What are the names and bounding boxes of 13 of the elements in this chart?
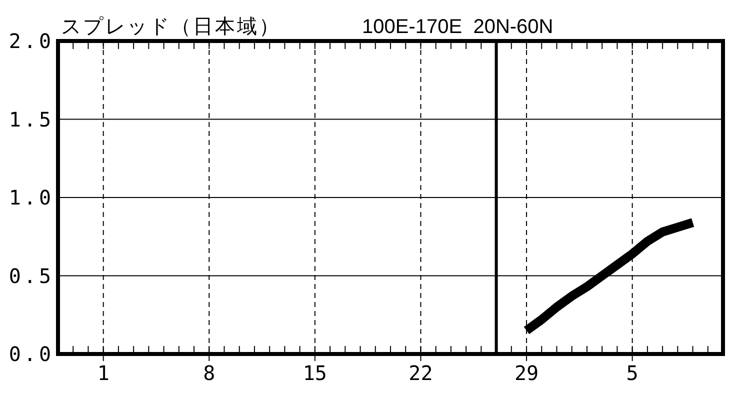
y-tick-label: 2.0 (8, 29, 54, 53)
x-tick-label: 22 (408, 361, 433, 385)
y-tick-label: 1.5 (8, 107, 54, 132)
chart-subtitle: 100E-170E 20N-60N (362, 16, 554, 38)
x-tick-label: 5 (626, 361, 638, 385)
x-tick-label: 1 (97, 361, 110, 385)
y-tick-label: 0.5 (8, 264, 54, 288)
x-tick-label: 8 (203, 361, 216, 385)
chart-title: スプレッド（日本域） (61, 14, 281, 38)
y-tick-label: 0.0 (8, 342, 54, 366)
x-tick-label: 15 (302, 361, 327, 385)
y-tick-label: 1.0 (8, 186, 54, 210)
x-tick-label: 29 (514, 361, 539, 385)
